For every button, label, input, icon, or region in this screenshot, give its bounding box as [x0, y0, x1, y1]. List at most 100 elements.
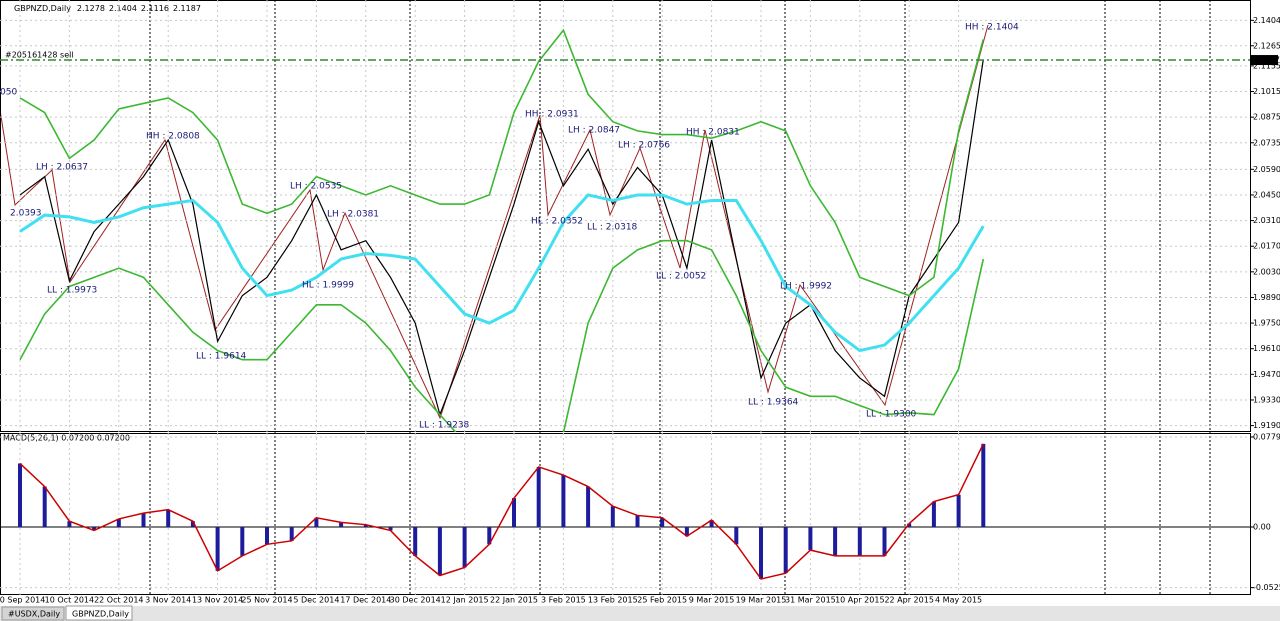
x-tick-label: 13 Nov 2014 [192, 596, 243, 605]
y-tick-label: 1.9330 [1253, 395, 1280, 404]
pivot-label: LL : 1.9614 [196, 352, 247, 362]
macd-bar [339, 522, 344, 527]
x-tick-label: 25 Nov 2014 [241, 596, 292, 605]
low: 2.1116 [141, 4, 169, 13]
y-tick-label: 2.0735 [1253, 138, 1280, 147]
x-tick-label: 17 Dec 2014 [340, 596, 391, 605]
macd-bar [116, 518, 121, 527]
tab-label[interactable]: GBPNZD,Daily [72, 610, 129, 619]
macd-bar [314, 517, 319, 527]
open: 2.1278 [77, 4, 105, 13]
close-line [19, 59, 984, 417]
macd-bar [215, 526, 220, 571]
pivot-label: HH : 2.1404 [965, 23, 1019, 33]
x-tick-label: 12 Jan 2015 [441, 596, 489, 605]
pivot-label: HH : 2.0808 [146, 132, 200, 142]
macd-bar [363, 524, 368, 527]
pivot-label: 050 [0, 88, 17, 98]
y-tick-label: 2.1015 [1253, 87, 1280, 96]
macd-bar [67, 521, 72, 527]
y-tick-label: 2.0450 [1253, 190, 1280, 199]
x-tick-label: 3 Nov 2014 [145, 596, 191, 605]
macd-bar [92, 526, 97, 531]
pivot-label: 2.0393 [10, 209, 42, 219]
tab-bar [0, 606, 1280, 621]
tab-active[interactable] [65, 605, 133, 621]
pivot-label: LH : 2.0381 [327, 210, 379, 220]
x-tick-label: 3 Feb 2015 [541, 596, 586, 605]
tab-label[interactable]: #USDX,Daily [8, 610, 60, 619]
x-tick-label: 22 Apr 2015 [884, 596, 933, 605]
macd-bar [783, 526, 788, 574]
macd-bar [462, 526, 467, 568]
macd-bar [956, 494, 961, 527]
macd-bar [684, 526, 689, 537]
y-tick-label: 2.1155 [1253, 61, 1280, 70]
macd-bar [18, 463, 22, 527]
macd-bar [141, 513, 146, 527]
pivot-label: HL : 2.0352 [531, 217, 583, 227]
price-box [1250, 55, 1278, 66]
x-tick-label: 31 Mar 2015 [785, 596, 836, 605]
y-tick-label: 2.0310 [1253, 216, 1280, 225]
macd-bar [190, 521, 195, 527]
y-tick-label: 2.0875 [1253, 113, 1280, 122]
x-tick-label: 9 Mar 2015 [689, 596, 735, 605]
x-tick-label: 30 Sep 2014 [0, 596, 45, 605]
macd-bar [42, 486, 47, 527]
x-tick-label: 25 Feb 2015 [637, 596, 687, 605]
y-tick-label: 2.0030 [1253, 267, 1280, 276]
macd-bar [833, 526, 838, 556]
y-tick-label: 2.1265 [1253, 41, 1280, 50]
macd-bar [610, 506, 615, 527]
price-series [19, 28, 985, 432]
macd-bar [166, 509, 171, 527]
macd-bar [931, 501, 936, 527]
pivot-label: LL : 1.9300 [866, 410, 917, 420]
y-tick-label: 2.0170 [1253, 242, 1280, 251]
y-tick-label: 2.0590 [1253, 165, 1280, 174]
y-tick-label: 1.9610 [1253, 344, 1280, 353]
macd-bar [265, 526, 269, 545]
signal-line [19, 443, 984, 580]
macd-bar [981, 443, 986, 527]
zigzag [0, 24, 989, 420]
x-tick-label: 10 Oct 2014 [45, 596, 94, 605]
macd-bar [808, 526, 813, 551]
x-tick-label: 19 Mar 2015 [736, 596, 787, 605]
macd-bar [635, 515, 640, 527]
macd-bar [561, 475, 566, 527]
tab[interactable] [1, 606, 65, 621]
x-tick-label: 22 Jan 2015 [490, 596, 538, 605]
x-tick-label: 4 May 2015 [935, 596, 982, 605]
macd-bar [857, 526, 862, 556]
pivot-label: HH : 2.0931 [525, 110, 579, 120]
macd-bar [660, 517, 665, 527]
pivot-label: LL : 2.0318 [587, 223, 638, 233]
moving-average [19, 193, 985, 353]
y-tick-label: 0.07793 [1253, 433, 1280, 442]
macd-bar [907, 523, 912, 527]
macd-title: MACD(5,26,1) 0.07200 0.07200 [3, 434, 130, 443]
x-tick-label: 13 Feb 2015 [588, 596, 638, 605]
high: 2.1404 [109, 4, 137, 13]
pivot-label: LH : 2.0766 [618, 141, 670, 151]
macd-bar [437, 526, 442, 576]
macd-bar [586, 486, 591, 527]
pivot-label: LL : 1.9973 [47, 286, 97, 296]
y-tick-label: 1.9890 [1253, 293, 1280, 302]
pivot-label: LH : 1.9992 [780, 282, 832, 292]
macd-bar [289, 526, 294, 541]
macd-bar [240, 526, 245, 556]
macd-bar [413, 526, 418, 556]
pivot-label: HH : 2.0831 [686, 128, 740, 138]
chart-header: GBPNZD,Daily 2.1278 2.1404 2.1116 2.1187 [14, 4, 201, 13]
y-tick-label: -0.05252 [1253, 583, 1280, 592]
macd-bar [882, 526, 887, 556]
y-tick-label: 2.1404 [1253, 16, 1280, 25]
current-price: 2.1187 [1252, 56, 1280, 65]
pivot-label: LL : 1.9364 [748, 398, 799, 408]
pivot-label: HL : 1.9999 [302, 281, 354, 291]
